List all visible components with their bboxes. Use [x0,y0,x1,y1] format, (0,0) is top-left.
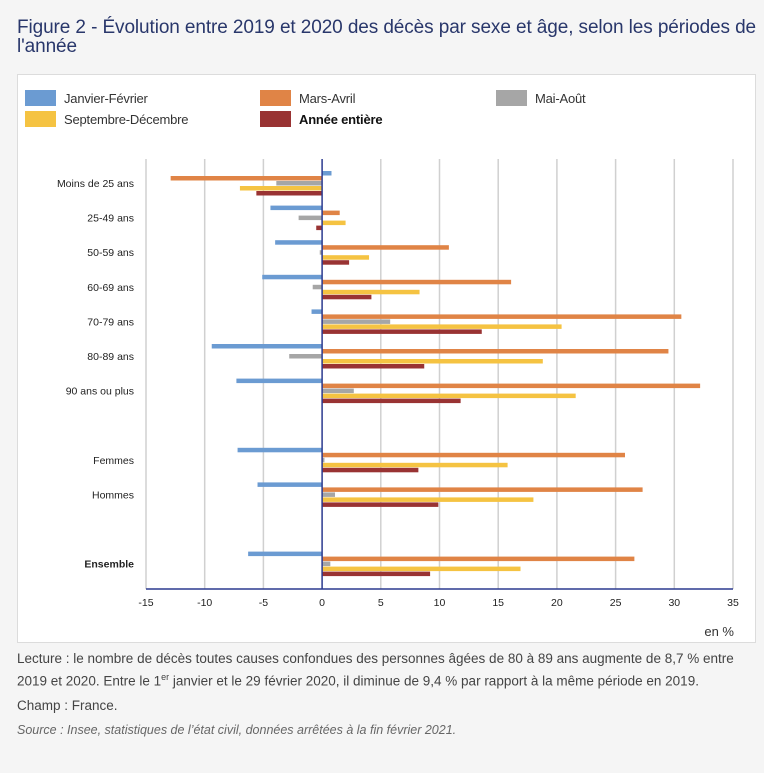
category-label: 25-49 ans [87,213,134,225]
category-label: 70-79 ans [87,316,134,328]
bar-septembre-d-cembre [322,462,508,468]
bar-ann-e-enti-re [322,398,461,404]
category-label: Moins de 25 ans [57,178,134,190]
bar-janvier-f-vrier [237,447,323,453]
bar-septembre-d-cembre [322,497,534,502]
bar-mars-avril [322,452,625,458]
bar-mars-avril [322,556,635,562]
bar-ann-e-enti-re [322,260,350,265]
legend-swatch [25,90,56,106]
legend-label: Mai-Août [535,90,586,106]
bar-mai-ao-t [322,561,331,567]
bar-mars-avril [322,279,512,285]
bar-chart: Moins de 25 ans 25-49 ans 50-59 ans 60-69 a… [57,159,739,639]
bar-ann-e-enti-re [322,294,372,300]
bar-septembre-d-cembre [322,289,420,295]
category-label: 90 ans ou plus [66,386,134,398]
x-tick-label: 25 [610,597,622,609]
x-tick-label: 10 [434,597,446,609]
legend-label: Septembre-Décembre [64,111,189,127]
legend-label: Janvier-Février [64,90,148,106]
bar-janvier-f-vrier [257,482,323,487]
bar-ann-e-enti-re [256,191,323,196]
champ-note: Champ : France. [17,697,118,713]
bar-mai-ao-t [289,354,323,359]
bar-septembre-d-cembre [322,220,346,226]
bar-septembre-d-cembre [322,255,370,260]
bar-mai-ao-t [276,181,323,186]
bar-janvier-f-vrier [270,205,323,211]
bar-mai-ao-t [322,319,391,324]
bar-janvier-f-vrier [236,378,323,384]
lecture-note: Lecture : le nombre de décès toutes caus… [17,650,752,691]
legend-swatch [25,111,56,127]
bar-mars-avril [322,210,340,216]
category-label: Hommes [92,489,134,501]
bar-janvier-f-vrier [322,171,332,176]
bar-septembre-d-cembre [322,566,521,572]
legend-item-mai-aout: Mai-Août [496,89,586,107]
x-tick-label: 20 [551,597,563,609]
bar-septembre-d-cembre [322,324,562,329]
bar-ann-e-enti-re [322,329,482,334]
bar-mars-avril [322,487,643,492]
legend-item-janvier-fevrier: Janvier-Février [25,89,148,107]
bar-septembre-d-cembre [322,393,576,399]
x-tick-label: 0 [319,597,325,609]
legend-label: Année entière [299,111,383,127]
lecture-text: Lecture : le nombre de décès toutes caus… [17,651,734,689]
source-note: Source : Insee, statistiques de l’état c… [17,722,457,737]
bar-janvier-f-vrier [211,344,323,349]
legend-swatch [260,90,291,106]
lecture-text-cont: janvier et le 29 février 2020, il diminu… [169,673,699,689]
bar-mars-avril [322,245,449,250]
lecture-sup: er [161,672,170,682]
legend-item-septembre-decembre: Septembre-Décembre [25,110,188,128]
figure-title: Figure 2 - Évolution entre 2019 et 2020 … [17,17,757,57]
bar-ann-e-enti-re [316,225,323,231]
x-axis-label: en % [704,624,734,639]
bar-septembre-d-cembre [239,186,323,191]
legend-swatch [260,111,291,127]
bar-mars-avril [322,349,669,354]
bar-mai-ao-t [322,388,354,394]
bar-mai-ao-t [312,284,323,290]
bar-septembre-d-cembre [322,359,543,364]
bar-mai-ao-t [319,250,323,255]
figure-notes: Lecture : le nombre de décès toutes caus… [17,650,752,739]
x-tick-label: -15 [138,597,153,609]
legend-item-annee-entiere: Année entière [260,110,383,128]
category-label: Ensemble [84,559,134,571]
bar-janvier-f-vrier [275,240,323,245]
bar-janvier-f-vrier [262,274,323,280]
x-tick-label: 30 [668,597,680,609]
bar-mars-avril [322,383,701,389]
bar-mars-avril [322,314,682,319]
x-tick-label: 15 [492,597,504,609]
bar-mai-ao-t [322,492,336,497]
legend-item-mars-avril: Mars-Avril [260,89,355,107]
legend-swatch [496,90,527,106]
x-tick-label: 5 [378,597,384,609]
bar-janvier-f-vrier [311,309,323,314]
category-label: 50-59 ans [87,247,134,259]
bar-mai-ao-t [298,215,323,221]
x-tick-label: -10 [197,597,212,609]
category-label: 60-69 ans [87,282,134,294]
bar-ann-e-enti-re [322,467,419,473]
bar-janvier-f-vrier [248,551,323,557]
x-tick-label: 35 [727,597,739,609]
x-tick-label: -5 [259,597,268,609]
legend-label: Mars-Avril [299,90,356,106]
bar-ann-e-enti-re [322,364,425,369]
bar-mai-ao-t [322,457,325,463]
chart-panel: Janvier-Février Mars-Avril Mai-Août Sept… [17,74,756,643]
bar-ann-e-enti-re [322,571,431,577]
category-label: Femmes [93,455,134,467]
category-label: 80-89 ans [87,351,134,363]
bar-mars-avril [170,176,323,181]
bar-ann-e-enti-re [322,502,439,507]
